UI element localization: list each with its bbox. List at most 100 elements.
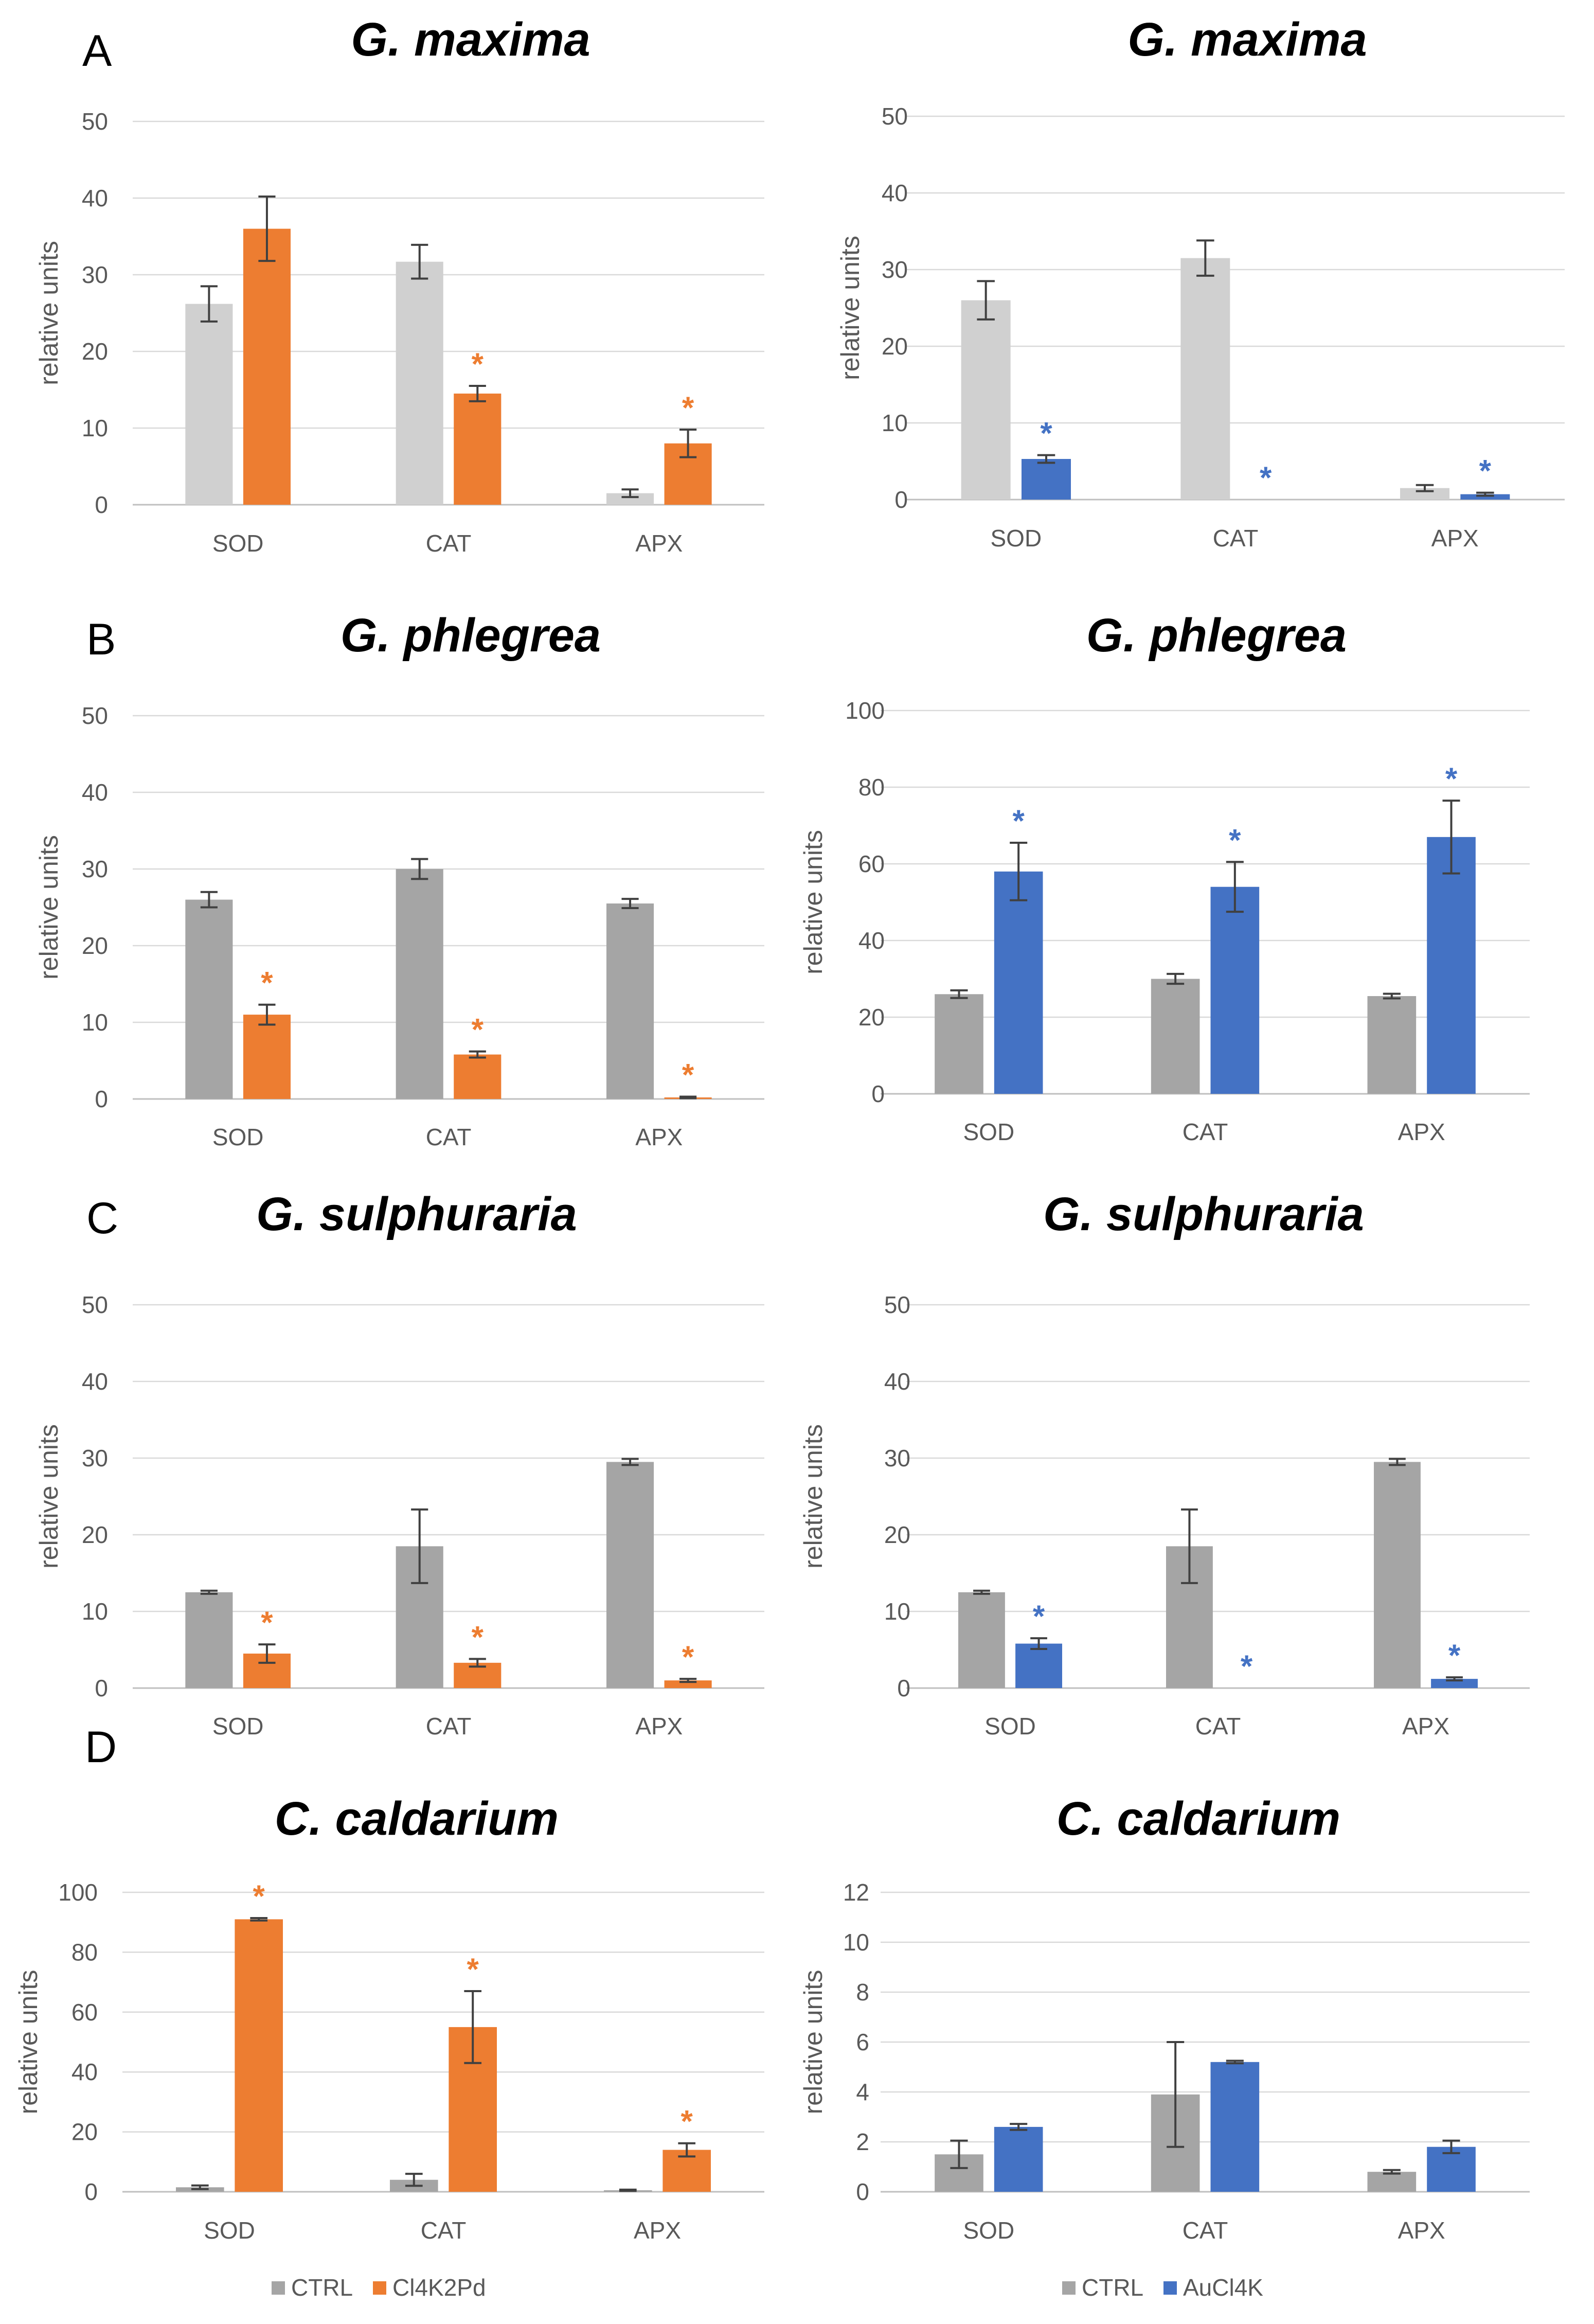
chart-title: G. maxima xyxy=(351,13,590,66)
y-tick-label: 20 xyxy=(858,1004,885,1031)
y-tick-label: 20 xyxy=(82,1521,108,1548)
y-tick-label: 10 xyxy=(882,410,908,436)
category-label-apx: APX xyxy=(1398,1119,1445,1145)
significance-star: * xyxy=(1479,454,1492,488)
bar-aucl4k-cat xyxy=(1210,886,1260,1094)
legend-right-treat-swatch xyxy=(1163,2281,1177,2295)
significance-star: * xyxy=(253,1879,265,1913)
y-tick-label: 20 xyxy=(82,932,108,959)
significance-star: * xyxy=(472,1013,484,1047)
y-tick-label: 0 xyxy=(95,491,108,518)
bar-ctrl-apx xyxy=(606,903,654,1099)
bar-cl4k2pd-sod xyxy=(243,228,291,505)
legend-right: CTRL AuCl4K xyxy=(1062,2274,1263,2301)
significance-star: * xyxy=(682,1640,694,1674)
category-label-sod: SOD xyxy=(990,525,1042,552)
bar-aucl4k-apx xyxy=(1427,2146,1476,2192)
y-tick-label: 4 xyxy=(856,2079,869,2105)
y-tick-label: 30 xyxy=(884,1445,910,1471)
row-label-d: D xyxy=(85,1723,117,1772)
y-tick-label: 80 xyxy=(71,1939,98,1965)
y-tick-label: 50 xyxy=(882,103,908,130)
bar-ctrl-sod xyxy=(185,304,233,505)
bar-aucl4k-sod xyxy=(994,2126,1043,2192)
bar-ctrl-apx xyxy=(1367,2172,1417,2192)
bar-ctrl-sod xyxy=(958,1592,1005,1688)
category-label-sod: SOD xyxy=(984,1713,1036,1740)
y-tick-label: 40 xyxy=(882,180,908,206)
significance-star: * xyxy=(1260,460,1272,495)
bar-ctrl-apx xyxy=(1367,996,1417,1094)
y-tick-label: 10 xyxy=(82,1009,108,1036)
legend-left-ctrl-label: CTRL xyxy=(291,2274,353,2301)
chart-title: G. maxima xyxy=(1127,13,1367,66)
chart-b-right: G. phlegrea 0 20 40 60 80 100 relative units SOD… xyxy=(799,609,1530,1145)
y-tick-label: 2 xyxy=(856,2128,869,2155)
significance-star: * xyxy=(682,1058,694,1092)
y-tick-label: 8 xyxy=(856,1979,869,2006)
significance-star: * xyxy=(472,1620,484,1654)
y-axis-label: relative units xyxy=(34,241,63,385)
legend-left-treat-swatch xyxy=(373,2281,386,2295)
y-tick-label: 0 xyxy=(95,1086,108,1112)
category-label-cat: CAT xyxy=(1183,1119,1228,1145)
significance-star: * xyxy=(1229,823,1241,857)
category-label-apx: APX xyxy=(1402,1713,1449,1740)
significance-star: * xyxy=(472,347,484,381)
bar-aucl4k-apx xyxy=(1431,1679,1478,1688)
bar-ctrl-apx xyxy=(1374,1462,1421,1688)
y-tick-label: 30 xyxy=(82,261,108,288)
category-label-cat: CAT xyxy=(1213,525,1259,552)
chart-a-right: G. maxima 0 10 20 30 40 50 relative units SOD * CA… xyxy=(836,13,1565,552)
y-tick-label: 20 xyxy=(82,338,108,365)
bar-ctrl-apx xyxy=(606,493,654,505)
y-tick-label: 10 xyxy=(843,1929,869,1956)
category-label-sod: SOD xyxy=(204,2217,255,2244)
y-tick-label: 0 xyxy=(897,1675,910,1701)
category-label-apx: APX xyxy=(635,1713,683,1740)
bar-ctrl-cat xyxy=(1180,258,1230,500)
category-label-cat: CAT xyxy=(426,530,472,557)
chart-title: C. caldarium xyxy=(1056,1793,1340,1845)
y-tick-label: 40 xyxy=(82,779,108,806)
y-tick-label: 0 xyxy=(894,486,908,513)
y-tick-label: 40 xyxy=(82,185,108,211)
row-label-b: B xyxy=(86,615,116,664)
y-tick-label: 50 xyxy=(82,108,108,135)
y-tick-label: 50 xyxy=(884,1291,910,1318)
bar-ctrl-sod xyxy=(185,899,233,1099)
bar-ctrl-apx xyxy=(1400,488,1449,500)
chart-title: G. phlegrea xyxy=(1086,609,1347,662)
significance-star: * xyxy=(467,1952,479,1986)
chart-c-left: G. sulphuraria 0 10 20 30 40 50 relative units S… xyxy=(34,1188,764,1740)
y-axis-label: relative units xyxy=(836,236,865,380)
significance-star: * xyxy=(1012,804,1025,838)
significance-star: * xyxy=(1448,1638,1461,1673)
y-tick-label: 0 xyxy=(84,2178,98,2205)
legend-right-ctrl-label: CTRL xyxy=(1082,2274,1143,2301)
y-tick-label: 40 xyxy=(884,1368,910,1395)
category-label-apx: APX xyxy=(1398,2217,1445,2244)
y-tick-label: 0 xyxy=(871,1080,885,1107)
chart-d-right: C. caldarium 0 2 4 6 8 10 12 relative units SOD CA… xyxy=(799,1793,1530,2244)
y-tick-label: 50 xyxy=(82,702,108,729)
chart-b-left: G. phlegrea 0 10 20 30 40 50 relative units SOD *… xyxy=(34,609,764,1150)
chart-a-left: G. maxima 0 10 20 30 40 50 relative units SOD CAT… xyxy=(34,13,764,557)
significance-star: * xyxy=(681,2104,693,2139)
y-tick-label: 0 xyxy=(95,1675,108,1701)
y-tick-label: 10 xyxy=(82,415,108,441)
significance-star: * xyxy=(1040,416,1052,451)
row-label-a: A xyxy=(82,26,112,76)
bar-cl4k2pd-sod xyxy=(243,1015,291,1099)
y-tick-label: 30 xyxy=(82,1445,108,1471)
chart-title: G. sulphuraria xyxy=(1043,1188,1364,1240)
y-tick-label: 50 xyxy=(82,1291,108,1318)
category-label-cat: CAT xyxy=(426,1713,472,1740)
y-tick-label: 60 xyxy=(71,1999,98,2026)
significance-star: * xyxy=(682,391,694,425)
category-label-cat: CAT xyxy=(421,2217,467,2244)
significance-star: * xyxy=(1033,1599,1045,1634)
legend-right-ctrl-swatch xyxy=(1062,2281,1076,2295)
